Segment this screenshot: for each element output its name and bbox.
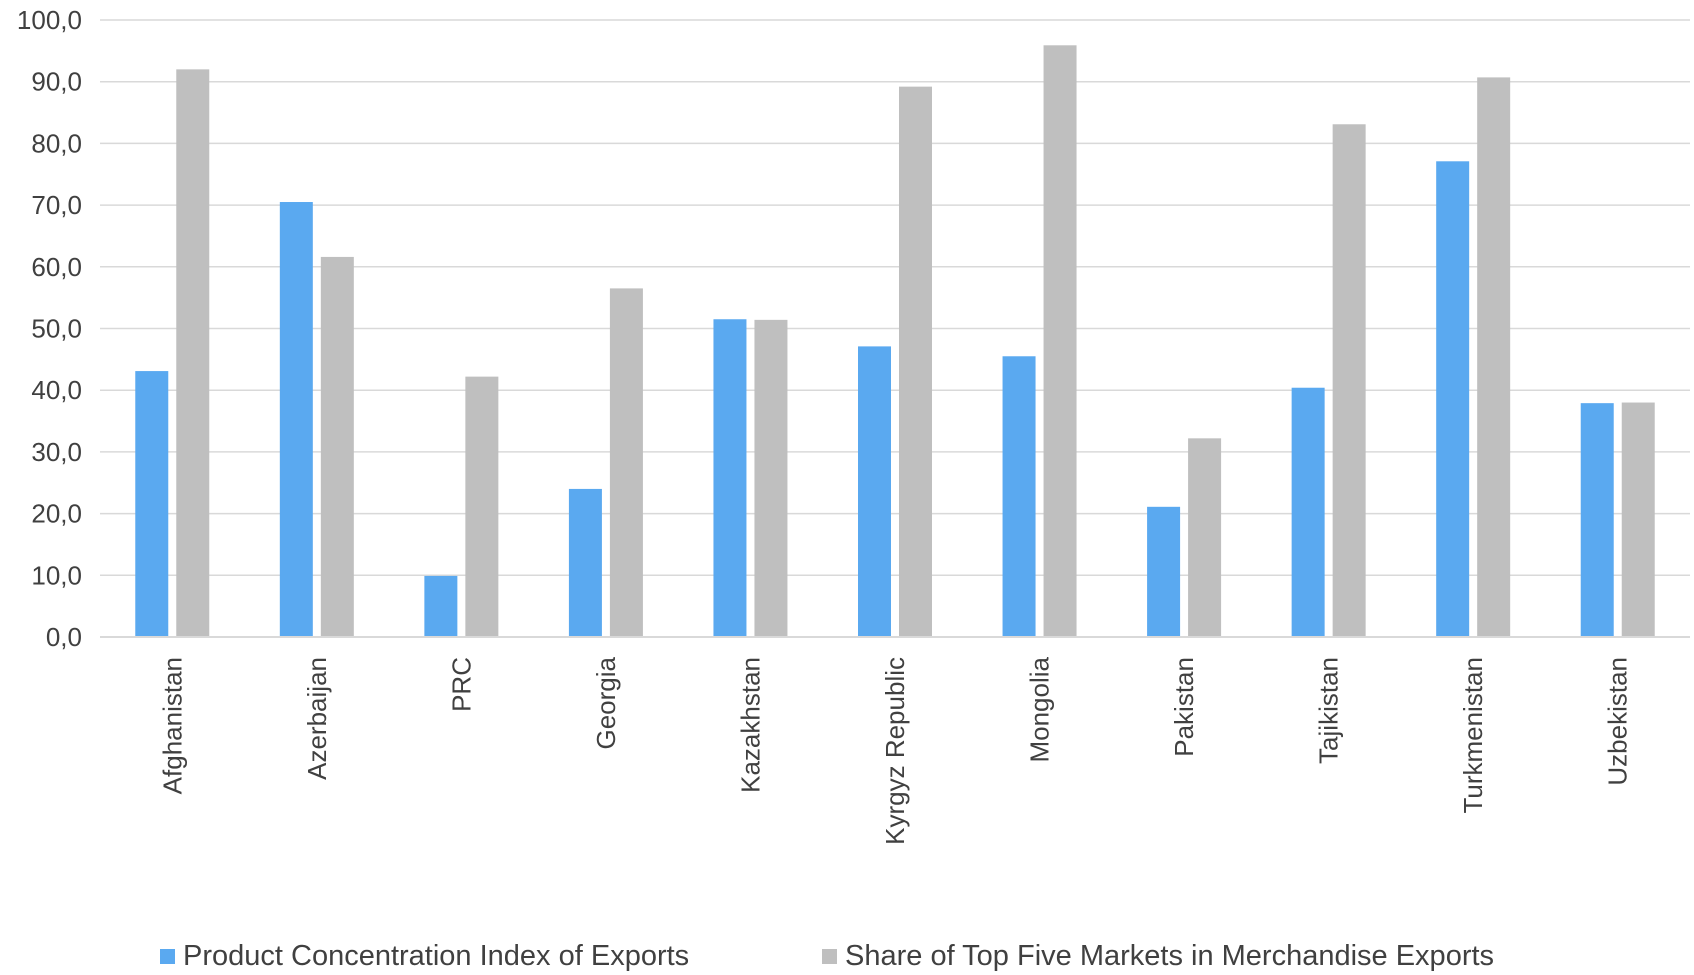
y-tick-label: 90,0	[31, 67, 82, 97]
y-tick-label: 100,0	[17, 5, 82, 35]
y-tick-label: 50,0	[31, 314, 82, 344]
bar-top-five-markets-pakistan	[1188, 438, 1222, 637]
bar-chart: 0,0 10,0 20,0 30,0 40,0 50,0 60,0 70,0 80,0 90,0 1…	[17, 5, 1690, 845]
legend-swatch-gray	[822, 948, 837, 964]
gridlines	[100, 19, 1690, 577]
x-axis-category-labels: Afghanistan Azerbaijan PRC Georgia Kazakhsta…	[157, 656, 1632, 844]
bar-product-concentration-afghanistan	[135, 371, 169, 637]
y-tick-label: 10,0	[31, 560, 82, 590]
legend-item-top-five-markets: Share of Top Five Markets in Merchandise…	[822, 938, 1494, 974]
bar-product-concentration-mongolia	[1002, 356, 1036, 637]
x-category-label: Tajikistan	[1314, 657, 1344, 764]
bar-product-concentration-turkmenistan	[1436, 161, 1470, 637]
bar-top-five-markets-turkmenistan	[1477, 77, 1511, 638]
x-category-label: Georgia	[591, 656, 621, 749]
bar-top-five-markets-afghanistan	[176, 69, 210, 638]
bar-product-concentration-tajikistan	[1291, 387, 1325, 637]
y-tick-label: 80,0	[31, 128, 82, 158]
legend-label-top-five-markets: Share of Top Five Markets in Merchandise…	[845, 939, 1495, 972]
x-category-label: PRC	[446, 657, 476, 712]
legend-item-product-concentration: Product Concentration Index of Exports	[160, 938, 689, 974]
bar-top-five-markets-prc	[465, 376, 499, 637]
y-tick-label: 30,0	[31, 437, 82, 467]
bar-top-five-markets-kazakhstan	[754, 319, 788, 637]
bar-product-concentration-pakistan	[1147, 506, 1181, 637]
x-category-label: Uzbekistan	[1603, 657, 1633, 786]
bar-top-five-markets-tajikistan	[1332, 124, 1366, 637]
bar-top-five-markets-kyrgyz-republic	[899, 86, 932, 638]
bar-product-concentration-kyrgyz-republic	[858, 346, 891, 637]
bar-product-concentration-uzbekistan	[1580, 403, 1614, 637]
bar-product-concentration-kazakhstan	[713, 319, 747, 637]
y-tick-label: 40,0	[31, 375, 82, 405]
y-tick-label: 60,0	[31, 252, 82, 282]
x-category-label: Afghanistan	[157, 657, 187, 794]
y-tick-label: 20,0	[31, 499, 82, 529]
x-category-label: Azerbaijan	[302, 657, 332, 780]
bar-top-five-markets-georgia	[609, 288, 643, 637]
x-category-label: Mongolia	[1025, 656, 1055, 762]
bar-top-five-markets-mongolia	[1043, 45, 1077, 638]
bar-product-concentration-prc	[424, 575, 458, 637]
bar-top-five-markets-uzbekistan	[1621, 402, 1655, 637]
bars	[135, 45, 1655, 638]
y-tick-label: 70,0	[31, 190, 82, 220]
y-tick-label: 0,0	[46, 622, 82, 652]
legend-swatch-blue	[160, 948, 175, 964]
bar-top-five-markets-azerbaijan	[320, 256, 354, 637]
bar-product-concentration-azerbaijan	[279, 202, 313, 637]
x-category-label: Pakistan	[1169, 657, 1199, 757]
x-category-label: Turkmenistan	[1458, 657, 1488, 814]
x-category-label: Kyrgyz Republic	[880, 657, 910, 845]
legend: Product Concentration Index of Exports S…	[0, 938, 1694, 974]
x-category-label: Kazakhstan	[735, 657, 765, 793]
legend-label-product-concentration: Product Concentration Index of Exports	[183, 939, 690, 972]
y-axis-tick-labels: 0,0 10,0 20,0 30,0 40,0 50,0 60,0 70,0 80,0 90,0 1…	[17, 5, 82, 652]
bar-product-concentration-georgia	[568, 488, 602, 637]
